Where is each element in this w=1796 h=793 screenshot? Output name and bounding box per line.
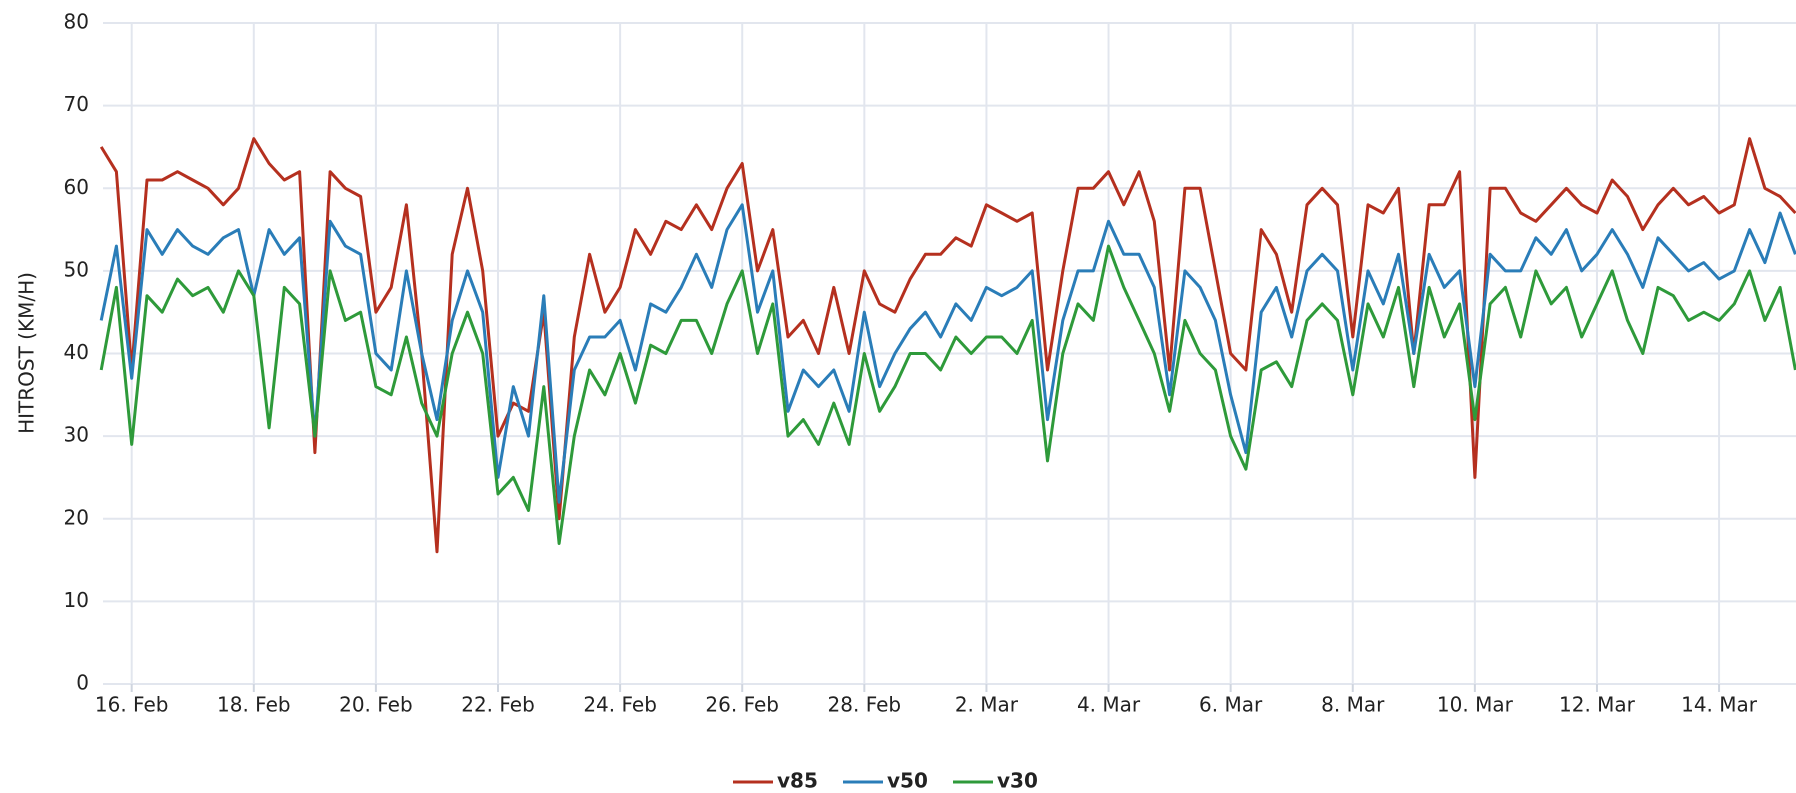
y-tick-label: 80 <box>64 10 89 34</box>
x-tick-label: 16. Feb <box>95 693 169 717</box>
series-line <box>99 203 1796 504</box>
x-tick-label: 20. Feb <box>339 693 413 717</box>
legend-label: v50 <box>887 769 928 793</box>
y-tick-label: 40 <box>64 340 89 364</box>
y-tick-label: 20 <box>64 505 89 529</box>
y-tick-label: 10 <box>64 588 89 612</box>
y-tick-label: 70 <box>64 92 89 116</box>
x-tick-label: 22. Feb <box>461 693 535 717</box>
legend-label: v30 <box>997 769 1038 793</box>
x-tick-label: 26. Feb <box>705 693 779 717</box>
legend-label: v85 <box>777 769 818 793</box>
x-tick-label: 4. Mar <box>1077 693 1141 717</box>
y-tick-label: 0 <box>76 671 89 695</box>
x-tick-label: 28. Feb <box>828 693 902 717</box>
x-tick-label: 6. Mar <box>1199 693 1263 717</box>
y-tick-label: 30 <box>64 423 89 447</box>
y-axis-label: HITROST (KM/H) <box>15 272 39 434</box>
x-tick-label: 14. Mar <box>1681 693 1758 717</box>
x-tick-label: 8. Mar <box>1321 693 1385 717</box>
x-tick-label: 24. Feb <box>583 693 657 717</box>
x-tick-label: 10. Mar <box>1437 693 1514 717</box>
x-tick-label: 12. Mar <box>1559 693 1636 717</box>
series-line <box>99 244 1796 545</box>
y-tick-label: 50 <box>64 257 89 281</box>
x-tick-label: 18. Feb <box>217 693 291 717</box>
legend: v85 v50 v30 <box>733 769 1038 793</box>
x-tick-label: 2. Mar <box>955 693 1019 717</box>
series-line <box>99 137 1796 554</box>
y-tick-label: 60 <box>64 175 89 199</box>
